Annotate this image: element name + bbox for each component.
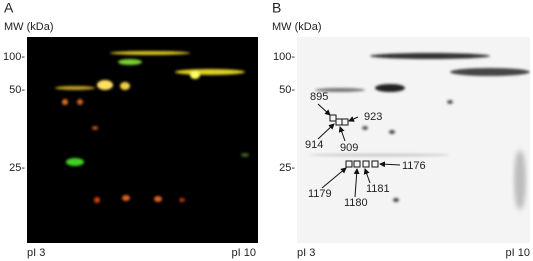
spot-label: 923 [364, 111, 382, 123]
spot-label: 1181 [366, 183, 390, 195]
mw-marker: 100- [273, 51, 295, 63]
mw-marker: 25- [279, 162, 295, 174]
mw-marker: 100- [3, 51, 25, 63]
spot-label: 1176 [402, 160, 426, 172]
spot-label: 909 [340, 142, 358, 154]
spot-markers [317, 103, 401, 198]
spot-label: 1179 [308, 188, 332, 200]
panel-label: A [4, 0, 14, 16]
panel-label: B [272, 0, 281, 16]
x-label: pI 10 [232, 247, 256, 259]
y-axis-title: MW (kDa) [272, 21, 322, 33]
x-label: pI 10 [506, 247, 530, 259]
mw-marker: 50- [279, 84, 295, 96]
spot-label: 914 [305, 139, 323, 151]
mw-marker: 25- [9, 162, 25, 174]
spot-label: 1180 [344, 197, 368, 209]
gel-image-a [27, 37, 258, 243]
mw-marker: 50- [9, 84, 25, 96]
spot-label: 895 [310, 91, 328, 103]
x-label: pI 3 [297, 247, 315, 259]
y-axis-title: MW (kDa) [4, 21, 54, 33]
gel-image-b [297, 37, 530, 243]
x-label: pI 3 [27, 247, 45, 259]
